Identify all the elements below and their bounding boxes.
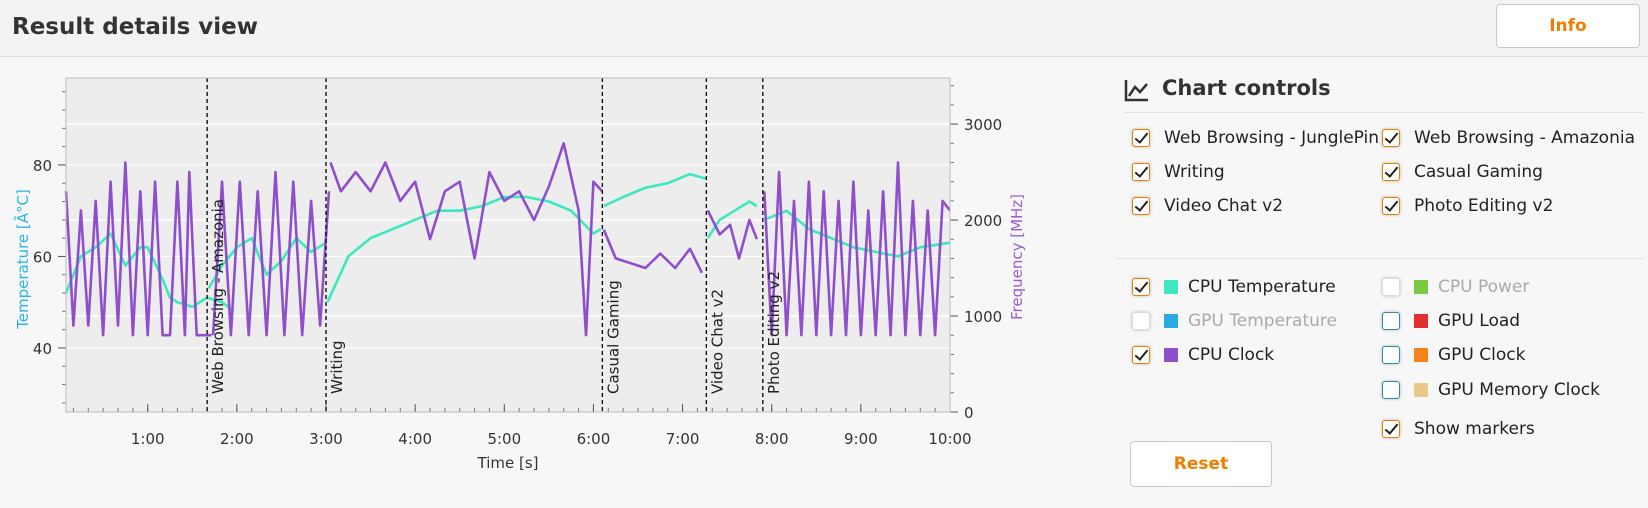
controls-divider (1116, 258, 1644, 259)
metric-toggle-gpu-load[interactable]: GPU Load (1382, 309, 1520, 333)
metric-label: CPU Clock (1188, 345, 1275, 365)
x-tick-label: 2:00 (220, 430, 254, 448)
checkbox[interactable] (1382, 163, 1400, 181)
metric-toggle-cpu-power[interactable]: CPU Power (1382, 275, 1529, 299)
x-tick-label: 8:00 (755, 430, 789, 448)
y-left-tick-label: 60 (33, 248, 52, 266)
series-line-cpu-temperature (326, 195, 602, 303)
series-line-cpu-temperature (603, 172, 707, 208)
x-axis-label: Time [s] (477, 454, 539, 472)
y-left-tick-label: 80 (33, 157, 52, 175)
test-toggle-casual-gaming[interactable]: Casual Gaming (1382, 160, 1543, 184)
x-tick-label: 5:00 (487, 430, 521, 448)
show-markers-toggle[interactable]: Show markers (1382, 417, 1535, 441)
chart-controls-header: Chart controls (1124, 72, 1644, 113)
test-marker-label: Casual Gaming (604, 280, 622, 394)
metric-label: CPU Power (1438, 277, 1530, 297)
metric-toggle-gpu-memory-clock[interactable]: GPU Memory Clock (1382, 378, 1600, 402)
y-right-tick-label: 1000 (964, 308, 1002, 326)
y-left-tick-label: 40 (33, 340, 52, 358)
checkbox[interactable] (1382, 197, 1400, 215)
checkbox[interactable] (1382, 312, 1400, 330)
y-right-tick-label: 2000 (964, 212, 1002, 230)
test-marker-label: Writing (328, 340, 346, 394)
checkbox[interactable] (1132, 278, 1150, 296)
series-line-cpu-clock (763, 161, 952, 337)
color-swatch (1414, 280, 1428, 294)
plot-border (65, 77, 951, 413)
line-chart-icon (1124, 80, 1148, 102)
plot-background (65, 77, 951, 413)
metric-label: GPU Clock (1438, 345, 1526, 365)
metric-toggle-cpu-temperature[interactable]: CPU Temperature (1132, 275, 1336, 299)
series-line-cpu-clock (211, 170, 331, 337)
test-toggle-web-browsing-junglepin[interactable]: Web Browsing - JunglePin (1132, 126, 1379, 150)
chart-area: 40 60 80 0 1000 2000 3000 1:00 2:00 3:00 4:00 5:00 6… (0, 56, 1100, 508)
y-right-axis-label: Frequency [MHz] (1008, 194, 1026, 320)
metric-toggle-cpu-clock[interactable]: CPU Clock (1132, 343, 1274, 367)
metric-toggle-gpu-clock[interactable]: GPU Clock (1382, 343, 1525, 367)
checkbox[interactable] (1132, 312, 1150, 330)
x-tick-label: 3:00 (309, 430, 343, 448)
color-swatch (1414, 348, 1428, 362)
x-tick-label: 9:00 (844, 430, 878, 448)
color-swatch (1164, 348, 1178, 362)
show-markers-label: Show markers (1414, 419, 1535, 439)
checkbox[interactable] (1382, 278, 1400, 296)
result-chart: 40 60 80 0 1000 2000 3000 1:00 2:00 3:00 4:00 5:00 6… (13, 77, 1026, 472)
chart-controls-title: Chart controls (1162, 76, 1331, 100)
test-label: Video Chat v2 (1164, 196, 1284, 216)
series-line-cpu-clock (64, 161, 212, 337)
metric-label: CPU Temperature (1188, 277, 1336, 297)
test-toggle-web-browsing-amazonia[interactable]: Web Browsing - Amazonia (1382, 126, 1635, 150)
checkbox[interactable] (1382, 346, 1400, 364)
test-label: Photo Editing v2 (1414, 196, 1554, 216)
page-title: Result details view (12, 14, 259, 40)
color-swatch (1164, 314, 1178, 328)
x-tick-label: 4:00 (398, 430, 432, 448)
color-swatch (1414, 314, 1428, 328)
metric-label: GPU Load (1438, 311, 1521, 331)
series-line-cpu-clock (602, 229, 704, 274)
test-toggle-photo-editing[interactable]: Photo Editing v2 (1382, 194, 1553, 218)
checkbox[interactable] (1382, 381, 1400, 399)
checkbox[interactable] (1132, 163, 1150, 181)
checkbox[interactable] (1382, 129, 1400, 147)
y-right-tick-label: 0 (964, 404, 974, 422)
test-label: Writing (1164, 162, 1225, 182)
test-marker-label: Video Chat v2 (708, 289, 726, 394)
checkbox[interactable] (1132, 129, 1150, 147)
series-line-cpu-clock (706, 209, 759, 260)
checkbox[interactable] (1132, 197, 1150, 215)
test-label: Web Browsing - JunglePin (1164, 128, 1380, 148)
top-bar: Result details view Info (0, 0, 1648, 57)
color-swatch (1414, 383, 1428, 397)
checkbox[interactable] (1132, 346, 1150, 364)
test-toggle-writing[interactable]: Writing (1132, 160, 1225, 184)
test-marker-label: Photo Editing v2 (765, 271, 783, 394)
x-tick-label: 10:00 (928, 430, 971, 448)
test-label: Web Browsing - Amazonia (1414, 128, 1635, 148)
y-left-axis-label: Temperature [Â°C] (13, 189, 32, 330)
color-swatch (1164, 280, 1178, 294)
series-line-cpu-clock (329, 142, 604, 337)
test-label: Casual Gaming (1414, 162, 1543, 182)
checkbox[interactable] (1382, 420, 1400, 438)
test-marker-label: Web Browsing - Amazonia (209, 199, 227, 394)
x-tick-label: 1:00 (131, 430, 165, 448)
metric-label: GPU Memory Clock (1438, 380, 1600, 400)
metric-label: GPU Temperature (1188, 311, 1337, 331)
x-tick-label: 6:00 (577, 430, 611, 448)
x-tick-label: 7:00 (666, 430, 700, 448)
info-button[interactable]: Info (1496, 4, 1640, 48)
test-toggle-video-chat[interactable]: Video Chat v2 (1132, 194, 1283, 218)
reset-button[interactable]: Reset (1130, 441, 1272, 487)
metric-toggle-gpu-temperature[interactable]: GPU Temperature (1132, 309, 1337, 333)
y-right-tick-label: 3000 (964, 116, 1002, 134)
